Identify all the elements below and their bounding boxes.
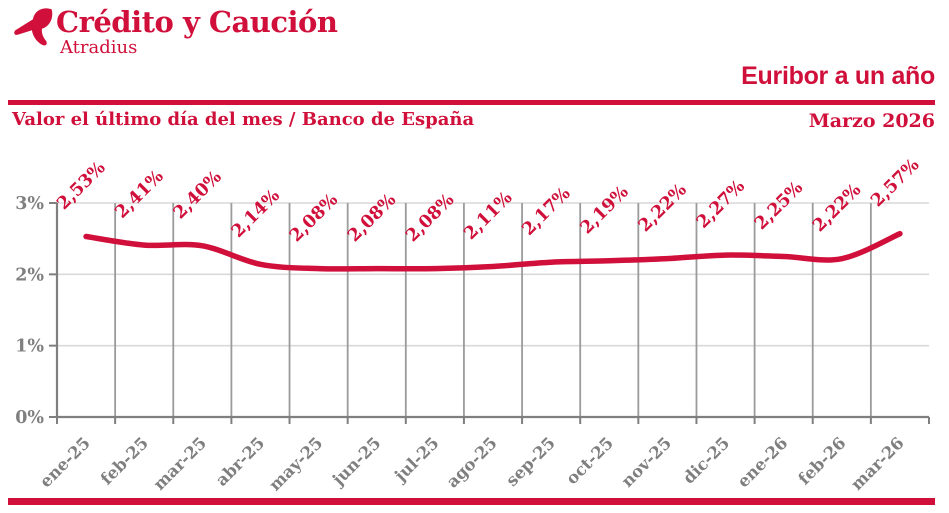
y-tick-label: 0% xyxy=(15,408,44,428)
footer-bar xyxy=(8,498,935,505)
data-point-label: 2,40% xyxy=(170,167,226,223)
x-category-label: dic-25 xyxy=(679,433,733,487)
page-title: Euribor a un año xyxy=(741,62,935,90)
data-point-label: 2,17% xyxy=(519,183,575,239)
report-period: Marzo 2026 xyxy=(808,110,935,132)
data-point-label: 2,27% xyxy=(693,176,749,232)
x-category-label: ago-25 xyxy=(443,433,501,491)
x-category-label: sep-25 xyxy=(502,433,559,490)
x-category-label: nov-25 xyxy=(618,433,676,491)
data-point-label: 2,19% xyxy=(577,182,633,238)
x-category-label: mar-25 xyxy=(150,433,211,494)
data-point-label: 2,53% xyxy=(53,158,109,214)
x-category-label: jun-25 xyxy=(327,433,384,490)
data-point-label: 2,25% xyxy=(751,178,807,234)
data-point-label: 2,22% xyxy=(635,180,691,236)
y-tick-label: 1% xyxy=(15,337,44,357)
x-category-label: mar-26 xyxy=(847,433,908,494)
x-category-label: may-25 xyxy=(265,433,326,494)
x-category-label: ene-25 xyxy=(36,433,94,491)
euribor-line-series xyxy=(83,230,903,272)
logo-title: Crédito y Caución xyxy=(56,5,338,39)
x-category-label: feb-26 xyxy=(795,433,850,488)
data-point-label: 2,11% xyxy=(460,188,516,244)
credito-y-caucion-logo-icon xyxy=(14,8,53,46)
data-point-label: 2,22% xyxy=(809,180,865,236)
data-point-label: 2,14% xyxy=(228,186,284,242)
x-category-label: abr-25 xyxy=(212,433,268,489)
chart-subtitle: Valor el último día del mes / Banco de E… xyxy=(12,109,475,130)
data-point-label: 2,08% xyxy=(286,190,342,246)
x-category-label: ene-26 xyxy=(734,433,792,491)
x-category-label: feb-25 xyxy=(97,433,152,488)
data-point-label: 2,08% xyxy=(344,190,400,246)
x-category-label: jul-25 xyxy=(390,433,443,486)
data-point-label: 2,08% xyxy=(402,190,458,246)
data-point-label: 2,41% xyxy=(112,166,168,222)
y-tick-label: 2% xyxy=(15,265,44,285)
y-tick-label: 3% xyxy=(15,194,44,214)
x-category-label: oct-25 xyxy=(562,433,617,488)
header-divider xyxy=(8,100,935,105)
logo-subtitle: Atradius xyxy=(60,37,138,58)
